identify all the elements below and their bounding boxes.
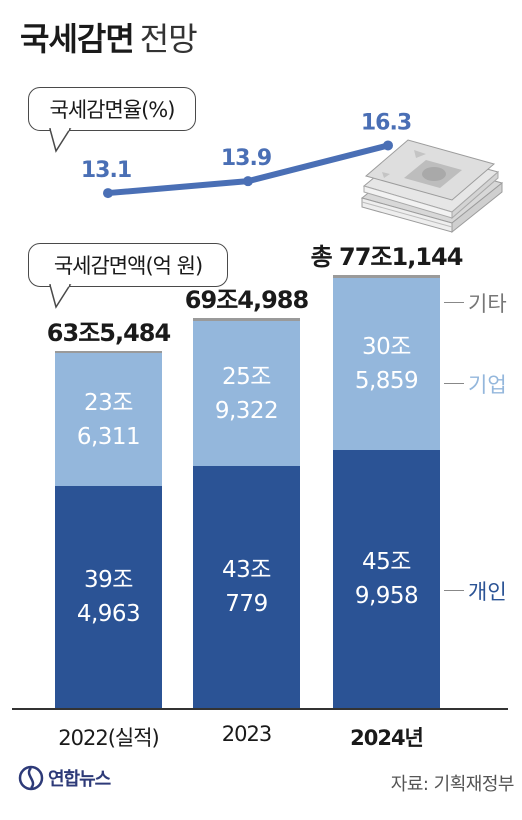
legend-item: 기타: [468, 292, 507, 316]
rate-callout-tail: [49, 127, 72, 153]
bar-segment-label: 23조 6,311: [76, 389, 141, 450]
rate-line-chart: 13.1 13.9 16.3: [81, 110, 412, 199]
yonhap-logo-icon: [18, 765, 44, 791]
rate-point: [243, 176, 253, 187]
legend-leader-line: [444, 383, 464, 384]
bar-total-label: 69조4,988: [184, 286, 309, 314]
rate-callout-label: 국세감면율(%): [49, 98, 176, 122]
rate-value-label: 16.3: [361, 110, 411, 135]
yonhap-logo: 연합뉴스: [18, 765, 111, 791]
x-tick-label: 2024년: [350, 726, 424, 750]
page-title: 국세감면 전망: [20, 14, 198, 60]
legend-item: 기업: [468, 373, 507, 397]
logo-text: 연합뉴스: [48, 769, 111, 790]
money-icon: [360, 139, 504, 234]
amount-callout: 국세감면액(억 원): [28, 243, 228, 287]
rate-callout: 국세감면율(%): [28, 87, 196, 131]
source-note: 자료: 기획재정부: [390, 774, 515, 795]
bar-segment-label: 30조 5,859: [354, 334, 419, 394]
bar-segment-other: [193, 318, 300, 321]
bar-segment-label: 45조 9,958: [354, 549, 419, 609]
legend-leader-line: [444, 302, 464, 303]
bar-segment-individual: [55, 486, 162, 708]
rate-value-label: 13.9: [221, 146, 271, 171]
bar-segment-label: 39조 4,963: [76, 567, 141, 627]
x-axis-line: [12, 708, 508, 710]
bar-total-label: 총 77조1,144: [310, 243, 464, 271]
title-sub: 전망: [139, 20, 198, 58]
rate-value-label: 13.1: [81, 158, 131, 183]
bar-segment-individual: [333, 450, 440, 708]
bar-segment-other: [55, 351, 162, 353]
legend-item: 개인: [468, 580, 507, 604]
amount-callout-tail: [49, 283, 72, 309]
bar-segment-corporate: [193, 321, 300, 466]
x-tick-label: 2022(실적): [58, 726, 159, 750]
rate-point: [383, 140, 393, 151]
x-tick-label: 2023: [221, 722, 272, 746]
bar-segment-label: 43조 779: [222, 557, 271, 617]
bar-total-label: 63조5,484: [46, 319, 171, 347]
rate-point: [103, 188, 113, 199]
title-main: 국세감면: [20, 20, 135, 58]
bar-segment-corporate: [55, 353, 162, 486]
bar-segment-individual: [193, 466, 300, 708]
bar-segment-corporate: [333, 278, 440, 450]
legend-leader-line: [444, 590, 464, 591]
amount-callout-label: 국세감면액(억 원): [53, 254, 203, 278]
bar-segment-other: [333, 275, 440, 278]
bar-segment-label: 25조 9,322: [214, 363, 279, 424]
